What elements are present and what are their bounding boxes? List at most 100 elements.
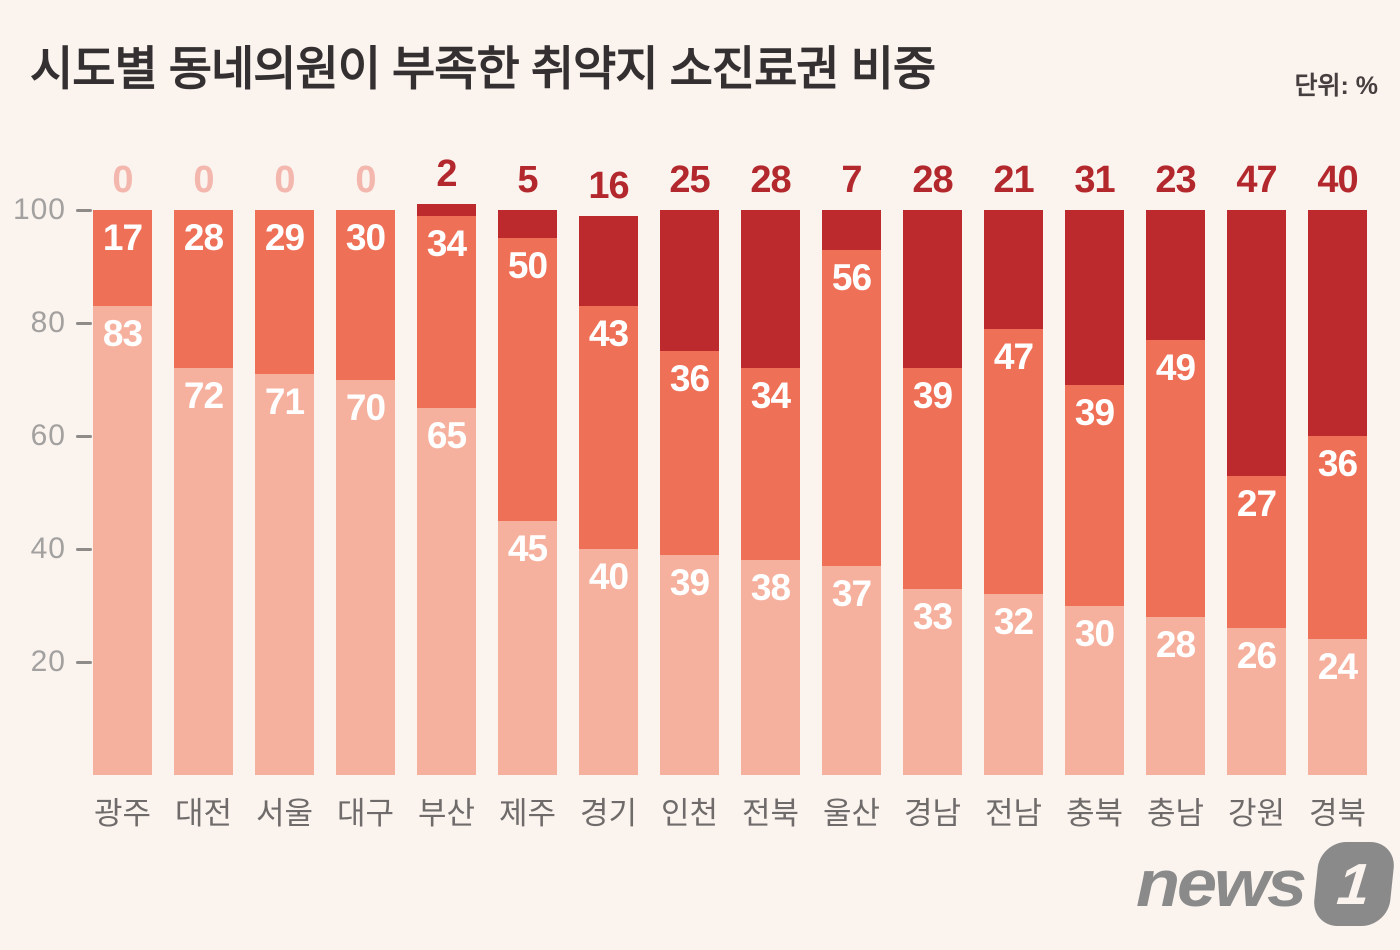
bar-segment-top-segment [984, 210, 1043, 329]
x-axis-label-경기: 경기 [579, 796, 638, 831]
segment-value-label: 36 [669, 358, 710, 400]
news1-logo-one: 1 [1334, 851, 1374, 917]
segment-value-label: 71 [264, 380, 305, 422]
bar-segment-middle-segment: 34 [741, 368, 800, 561]
bar-segment-bottom-segment: 33 [903, 588, 962, 775]
bar-segment-middle-segment: 49 [1146, 339, 1205, 617]
x-axis-label-인천: 인천 [660, 796, 719, 831]
bar-segment-middle-segment: 39 [903, 368, 962, 589]
top-value-label: 16 [588, 164, 629, 207]
bar-segment-top-segment [579, 215, 638, 307]
bar-group-부산: 65 34 2 [417, 153, 476, 775]
y-axis-tick-100: 100 [10, 193, 92, 227]
bar-segment-bottom-segment: 37 [822, 565, 881, 775]
segment-value-label: 72 [183, 375, 224, 417]
y-axis-tick-40: 40 [10, 532, 92, 566]
bar-segment-middle-segment: 30 [336, 210, 395, 380]
bar-segment-bottom-segment: 40 [579, 549, 638, 775]
bar-segment-top-segment [822, 210, 881, 250]
y-tick-dash [76, 547, 92, 551]
segment-value-label: 39 [669, 561, 710, 603]
bar-segment-middle-segment: 36 [1308, 436, 1367, 640]
bar-group-경북: 24 36 40 [1308, 159, 1367, 775]
segment-value-label: 28 [183, 217, 224, 259]
x-axis-label-부산: 부산 [417, 796, 476, 831]
segment-value-label: 83 [102, 313, 143, 355]
bar-segment-middle-segment: 28 [174, 210, 233, 369]
segment-value-label: 17 [102, 217, 143, 259]
bar-group-충북: 30 39 31 [1065, 159, 1124, 775]
bar-segment-middle-segment: 29 [255, 210, 314, 374]
top-value-label: 5 [517, 159, 538, 201]
x-axis-label-충남: 충남 [1146, 796, 1205, 831]
bar-segment-top-segment [417, 204, 476, 216]
segment-value-label: 30 [1074, 612, 1115, 654]
news1-logo: news 1 [1136, 842, 1397, 926]
bar-segment-top-segment [1308, 210, 1367, 437]
bar-segment-top-segment [741, 210, 800, 369]
bar-segment-bottom-segment: 45 [498, 520, 557, 775]
bar-segment-bottom-segment: 71 [255, 373, 314, 775]
bar-group-제주: 45 50 5 [498, 159, 557, 775]
x-axis-label-전북: 전북 [741, 796, 800, 831]
y-tick-dash [76, 434, 92, 438]
top-value-label: 0 [112, 159, 133, 202]
bar-group-경남: 33 39 28 [903, 159, 962, 775]
y-tick-dash [76, 208, 92, 212]
bar-segment-middle-segment: 34 [417, 215, 476, 408]
x-axis-label-전남: 전남 [984, 796, 1043, 831]
y-tick-label: 40 [30, 532, 66, 565]
segment-value-label: 34 [426, 222, 467, 264]
top-value-label: 40 [1317, 159, 1358, 202]
y-tick-label: 20 [30, 645, 66, 678]
bar-segment-bottom-segment: 30 [1065, 605, 1124, 775]
bar-segment-bottom-segment: 65 [417, 407, 476, 775]
news1-logo-text: news [1136, 847, 1307, 921]
chart-plot-area: 83 17 0 72 28 0 71 29 0 70 30 0 65 34 2 45 50 5 40 43 16 39 36… [93, 153, 1367, 775]
x-axis-label-광주: 광주 [93, 796, 152, 831]
segment-value-label: 27 [1236, 482, 1277, 524]
segment-value-label: 70 [345, 386, 386, 428]
segment-value-label: 50 [507, 245, 548, 287]
bar-segment-bottom-segment: 72 [174, 368, 233, 775]
bar-segment-middle-segment: 47 [984, 328, 1043, 595]
segment-value-label: 56 [831, 256, 872, 298]
y-axis-tick-60: 60 [10, 419, 92, 453]
top-value-label: 28 [750, 159, 791, 202]
x-axis-label-경남: 경남 [903, 796, 962, 831]
top-value-label: 2 [436, 153, 457, 196]
segment-value-label: 37 [831, 572, 872, 614]
x-axis-label-서울: 서울 [255, 796, 314, 831]
bar-group-전북: 38 34 28 [741, 159, 800, 775]
x-axis-label-대구: 대구 [336, 796, 395, 831]
y-tick-dash [76, 321, 92, 325]
y-axis-tick-20: 20 [10, 645, 92, 679]
y-tick-dash [76, 660, 92, 664]
bar-segment-bottom-segment: 83 [93, 306, 152, 775]
bars-container: 83 17 0 72 28 0 71 29 0 70 30 0 65 34 2 45 50 5 40 43 16 39 36… [93, 153, 1367, 775]
segment-value-label: 26 [1236, 635, 1277, 677]
segment-value-label: 28 [1155, 623, 1196, 665]
segment-value-label: 32 [993, 601, 1034, 643]
x-axis-label-제주: 제주 [498, 796, 557, 831]
bar-segment-middle-segment: 36 [660, 351, 719, 555]
top-value-label: 31 [1074, 159, 1115, 202]
segment-value-label: 34 [750, 375, 791, 417]
bar-group-대구: 70 30 0 [336, 159, 395, 775]
bar-segment-bottom-segment: 38 [741, 560, 800, 775]
bar-segment-top-segment [1065, 210, 1124, 386]
bar-segment-bottom-segment: 24 [1308, 639, 1367, 775]
segment-value-label: 36 [1317, 443, 1358, 485]
bar-segment-middle-segment: 56 [822, 249, 881, 566]
bar-segment-bottom-segment: 70 [336, 379, 395, 775]
top-value-label: 28 [912, 159, 953, 202]
segment-value-label: 49 [1155, 346, 1196, 388]
bar-group-울산: 37 56 7 [822, 159, 881, 775]
bar-group-충남: 28 49 23 [1146, 159, 1205, 775]
segment-value-label: 40 [588, 556, 629, 597]
top-value-label: 47 [1236, 159, 1277, 202]
y-tick-label: 80 [30, 306, 66, 339]
bar-group-전남: 32 47 21 [984, 159, 1043, 775]
bar-segment-top-segment [498, 210, 557, 239]
unit-label: 단위: % [1294, 72, 1378, 100]
